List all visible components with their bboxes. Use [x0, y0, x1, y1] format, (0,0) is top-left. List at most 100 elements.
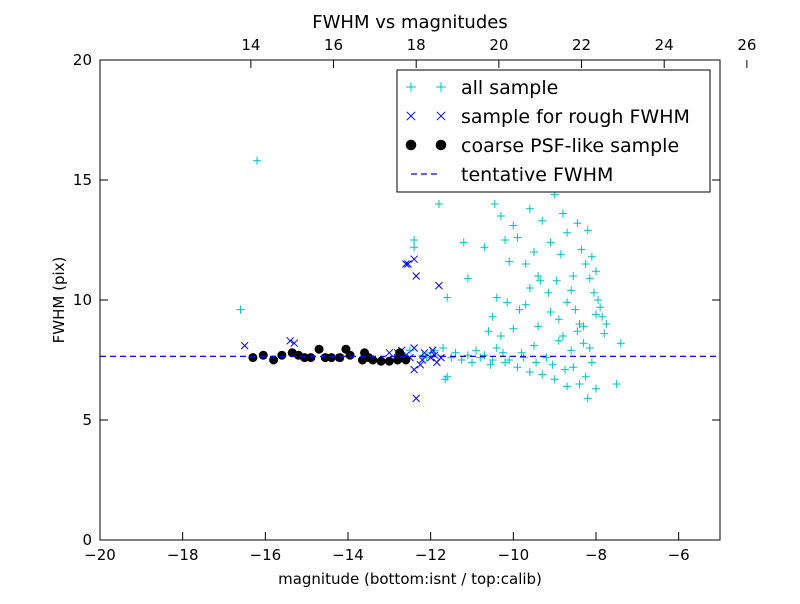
all-sample-point: [439, 344, 448, 352]
all-sample-point: [451, 348, 460, 357]
rough-fwhm-point: [428, 346, 437, 355]
psf-sample-point: [306, 353, 316, 363]
all-sample-point: [573, 327, 582, 336]
x-tick-label: −18: [167, 546, 199, 564]
rough-fwhm-point: [418, 356, 427, 364]
all-sample-point: [410, 236, 419, 244]
top-x-tick-label: 18: [407, 36, 426, 54]
all-sample-point: [480, 243, 489, 252]
all-sample-point: [515, 305, 524, 314]
all-sample-point: [447, 353, 456, 362]
all-sample-point: [594, 296, 603, 304]
all-sample-point: [534, 322, 543, 331]
y-tick-label: 20: [73, 51, 92, 69]
all-sample-point: [556, 250, 565, 259]
y-tick-label: 15: [73, 171, 92, 189]
all-sample-point: [546, 308, 555, 316]
rough-fwhm-point: [410, 365, 418, 374]
all-sample-point: [612, 380, 621, 388]
legend-label: sample for rough FWHM: [461, 106, 690, 128]
all-sample-point: [552, 276, 561, 285]
legend-entry-tentative-fwhm: tentative FWHM: [411, 164, 613, 186]
x-tick-label: −8: [585, 546, 607, 564]
all-sample-point: [410, 243, 419, 252]
rough-fwhm-point: [404, 260, 412, 268]
psf-sample-point: [357, 355, 367, 365]
all-sample-point: [592, 384, 600, 393]
x-tick-label: −6: [668, 546, 690, 564]
all-sample-point: [567, 286, 576, 295]
all-sample-point: [596, 303, 605, 312]
all-sample-point: [554, 336, 563, 345]
all-sample-point: [476, 353, 485, 362]
all-sample-point: [488, 312, 497, 321]
all-sample-point: [558, 332, 567, 340]
all-sample-point: [509, 324, 518, 333]
rough-fwhm-point: [385, 348, 394, 357]
all-sample-point: [484, 327, 493, 336]
all-sample-point: [581, 372, 590, 381]
all-sample-point: [587, 252, 596, 261]
rough-fwhm-point: [410, 344, 418, 352]
psf-sample-point: [368, 355, 378, 365]
psf-sample-point: [269, 355, 279, 365]
top-x-tick-label: 22: [572, 36, 591, 54]
all-sample-point: [503, 298, 512, 307]
psf-sample-point: [326, 353, 336, 363]
all-sample-point: [509, 221, 518, 230]
psf-sample-point: [258, 350, 268, 360]
psf-sample-point: [277, 350, 287, 360]
all-sample-point: [563, 382, 572, 391]
all-sample-point: [492, 293, 501, 302]
all-sample-point: [542, 353, 551, 362]
top-x-tick-label: 20: [489, 36, 508, 54]
all-sample-point: [602, 320, 611, 328]
all-sample-point: [567, 346, 576, 355]
legend-label: coarse PSF-like sample: [461, 135, 679, 157]
legend-label: all sample: [461, 77, 558, 99]
x-tick-label: −12: [415, 546, 447, 564]
all-sample-point: [544, 288, 553, 297]
all-sample-point: [573, 219, 582, 228]
y-tick-label: 10: [73, 291, 92, 309]
all-sample-point: [538, 216, 547, 225]
all-sample-point: [236, 305, 245, 314]
all-sample-point: [536, 276, 545, 285]
all-sample-point: [501, 236, 510, 244]
rough-fwhm-point: [412, 394, 421, 403]
axes: −20 −18 −16 −14 −12 −10 −8 −6 14 16 18 20 22 24 26 0 5 10…: [73, 36, 757, 564]
legend-marker: [436, 111, 446, 121]
x-axis-label: magnitude (bottom:isnt / top:calib): [278, 570, 542, 588]
x-tick-label: −14: [332, 546, 364, 564]
all-sample-point: [517, 348, 526, 357]
all-sample-point: [434, 200, 443, 208]
all-sample-point: [575, 320, 584, 328]
all-sample-point: [538, 370, 547, 379]
legend-marker: [435, 139, 447, 151]
legend-entry-psf-sample: coarse PSF-like sample: [405, 135, 679, 157]
all-sample-point: [530, 341, 538, 350]
all-sample-point: [513, 233, 522, 242]
all-sample-point: [563, 228, 572, 237]
all-sample-point: [532, 358, 541, 367]
all-sample-point: [587, 358, 596, 367]
psf-sample-point: [401, 355, 411, 365]
all-sample-point: [457, 356, 466, 364]
all-sample-point: [569, 272, 578, 280]
all-sample-point: [490, 200, 499, 208]
all-sample-point: [488, 356, 497, 364]
all-sample-point: [443, 293, 452, 302]
all-sample-point: [505, 257, 514, 266]
all-sample-point: [406, 346, 414, 355]
all-sample-point: [581, 260, 590, 268]
all-sample-point: [463, 274, 472, 283]
psf-sample-point: [384, 356, 394, 366]
psf-sample-point: [345, 350, 355, 360]
all-sample-point: [571, 305, 580, 314]
all-sample-point: [505, 356, 514, 364]
all-sample-point: [441, 375, 450, 384]
all-sample-point: [558, 209, 567, 218]
psf-sample-point: [248, 353, 258, 363]
